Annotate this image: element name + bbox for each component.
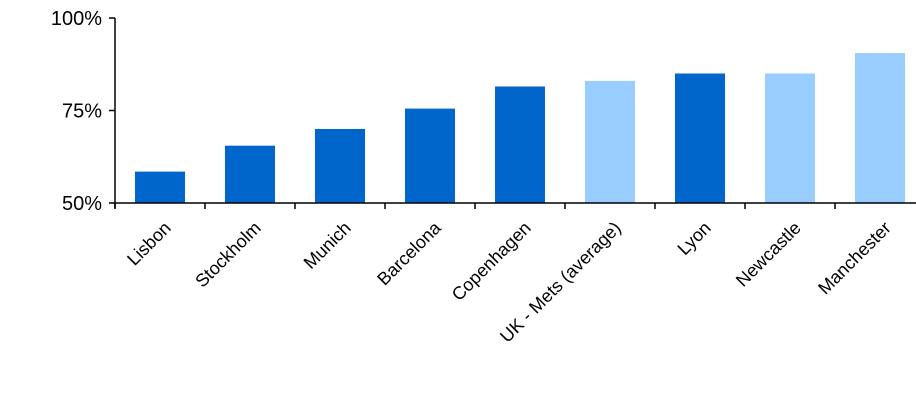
x-tick-label: Barcelona <box>373 217 445 289</box>
bar-barcelona <box>405 108 455 203</box>
x-tick-label: Copenhagen <box>448 218 535 305</box>
bar-copenhagen <box>495 86 545 203</box>
bar-munich <box>315 129 365 203</box>
x-tick-label: Lyon <box>674 218 715 259</box>
bars-group <box>135 53 905 203</box>
x-tick-label: Manchester <box>814 218 895 299</box>
x-tick-label: Newcastle <box>732 218 805 291</box>
y-tick-label: 75% <box>62 101 102 123</box>
bar-uk-mets-average <box>585 80 635 203</box>
bar-stockholm <box>225 145 275 203</box>
bar-lisbon <box>135 171 185 203</box>
bar-manchester <box>855 53 905 203</box>
x-ticks-group: Lisbon Stockholm Munich Barcelona Copenhagen… <box>114 203 895 346</box>
x-tick-label: Munich <box>300 218 355 273</box>
y-tick-label: 100% <box>51 8 102 30</box>
y-tick-label: 50% <box>62 193 102 215</box>
bar-newcastle <box>765 73 815 203</box>
axes-group <box>114 18 916 208</box>
x-tick-label: Lisbon <box>123 218 175 270</box>
bar-lyon <box>675 73 725 203</box>
x-tick-label: Stockholm <box>191 218 265 292</box>
y-ticks-group: 50% 75% 100% <box>51 8 115 215</box>
